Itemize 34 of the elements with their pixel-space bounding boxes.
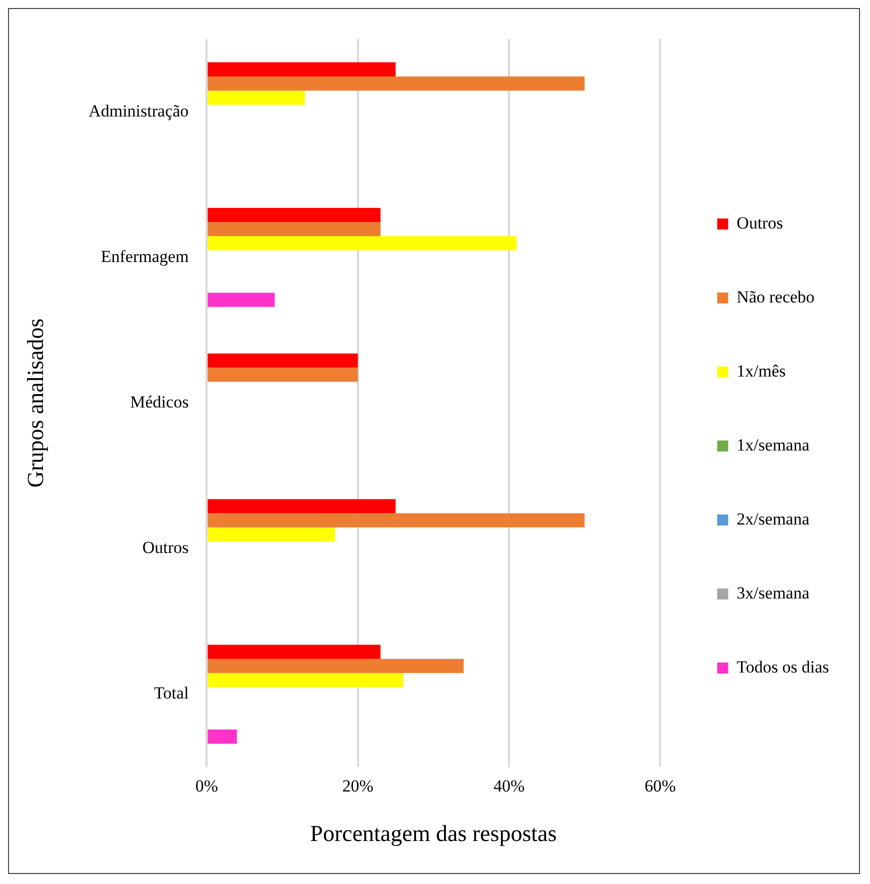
bar <box>208 672 404 688</box>
bar <box>208 236 517 250</box>
bar <box>208 208 381 222</box>
legend-label: Outros <box>736 213 783 232</box>
y-axis-title: Grupos analisados <box>22 318 48 488</box>
bar <box>208 62 396 76</box>
x-tick-label: 60% <box>644 776 676 796</box>
legend-label: 1x/mês <box>736 361 786 380</box>
legend-label: Todos os dias <box>736 657 830 676</box>
bar <box>208 499 396 514</box>
y-tick-label: Administração <box>88 101 189 120</box>
bar <box>208 730 237 744</box>
x-tick-label: 20% <box>342 776 374 796</box>
legend-label: Não recebo <box>736 287 815 306</box>
y-tick-label: Médicos <box>130 392 189 412</box>
x-tick-label: 0% <box>195 776 218 796</box>
bar <box>208 368 358 382</box>
y-tick-label: Outros <box>142 538 189 558</box>
x-tick-label: 40% <box>493 776 525 796</box>
bar <box>208 353 358 368</box>
bar <box>208 644 381 659</box>
legend-label: 2x/semana <box>736 509 810 528</box>
x-axis-title: Porcentagem das respostas <box>310 821 557 846</box>
legend-label: 1x/semana <box>736 435 810 454</box>
y-tick-label: Total <box>154 684 189 703</box>
bar <box>208 658 464 673</box>
legend-label: 3x/semana <box>736 583 810 602</box>
bar <box>208 90 305 105</box>
bar <box>208 76 585 91</box>
bar <box>208 513 585 528</box>
y-tick-label: Enfermagem <box>100 246 189 266</box>
bar <box>208 222 381 236</box>
bar <box>208 292 275 307</box>
bar <box>208 527 336 542</box>
